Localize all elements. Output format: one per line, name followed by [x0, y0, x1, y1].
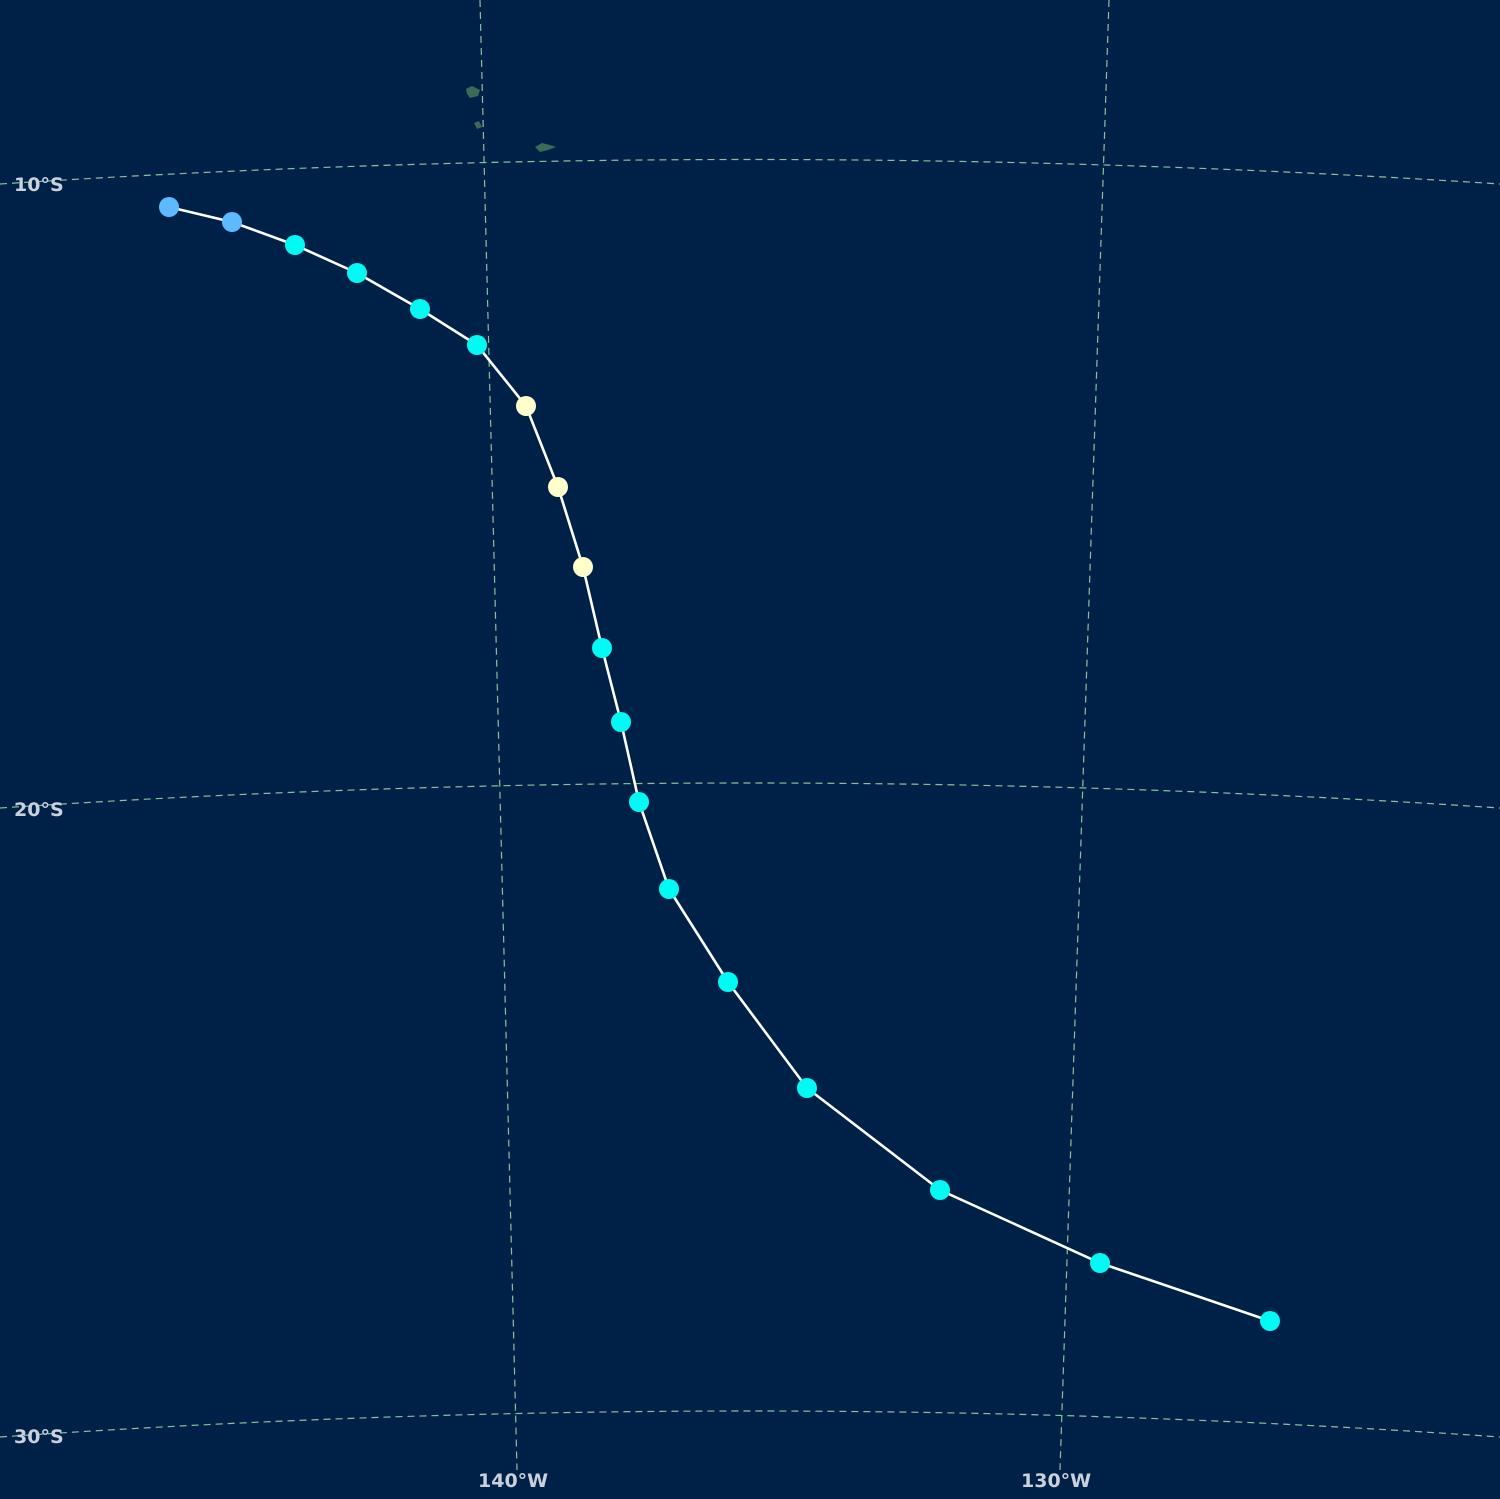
storm-track-point-13: [659, 879, 679, 899]
storm-track-point-7: [516, 396, 536, 416]
latitude-label-20s: 20°S: [14, 799, 64, 821]
storm-track-point-12: [629, 792, 649, 812]
storm-track-point-6: [467, 335, 487, 355]
storm-track-point-11: [611, 712, 631, 732]
marquesas-island-1: [466, 86, 480, 98]
latitude-line-30s: [0, 1410, 1500, 1438]
storm-track-point-16: [930, 1180, 950, 1200]
storm-track-point-14: [718, 972, 738, 992]
storm-track-point-3: [285, 235, 305, 255]
storm-track-point-18: [1260, 1311, 1280, 1331]
storm-track-points: [159, 197, 1280, 1331]
marquesas-island-3: [535, 143, 556, 152]
storm-track: [159, 197, 1280, 1331]
longitude-line-130w: [1059, 0, 1110, 1471]
storm-track-point-2: [222, 212, 242, 232]
land: [466, 86, 556, 152]
marquesas-island-2: [474, 121, 482, 129]
storm-track-point-10: [592, 638, 612, 658]
latitude-label-30s: 30°S: [14, 1426, 64, 1448]
storm-track-point-17: [1090, 1253, 1110, 1273]
latitude-label-10s: 10°S: [14, 174, 64, 196]
storm-track-line: [168, 205, 1271, 1323]
latitude-grid: [0, 158, 1500, 1438]
coordinate-labels: 10°S 20°S 30°S 140°W 130°W: [14, 174, 1091, 1492]
latitude-line-10s: [0, 158, 1500, 185]
latitude-line-20s: [0, 782, 1500, 809]
longitude-grid: [479, 0, 1110, 1471]
longitude-label-140w: 140°W: [478, 1470, 548, 1492]
longitude-line-140w: [479, 0, 518, 1471]
storm-track-point-9: [573, 557, 593, 577]
longitude-label-130w: 130°W: [1021, 1470, 1091, 1492]
storm-track-point-4: [347, 263, 367, 283]
storm-track-point-8: [548, 477, 568, 497]
storm-track-point-5: [410, 299, 430, 319]
storm-track-point-15: [797, 1078, 817, 1098]
storm-track-point-1: [159, 197, 179, 217]
